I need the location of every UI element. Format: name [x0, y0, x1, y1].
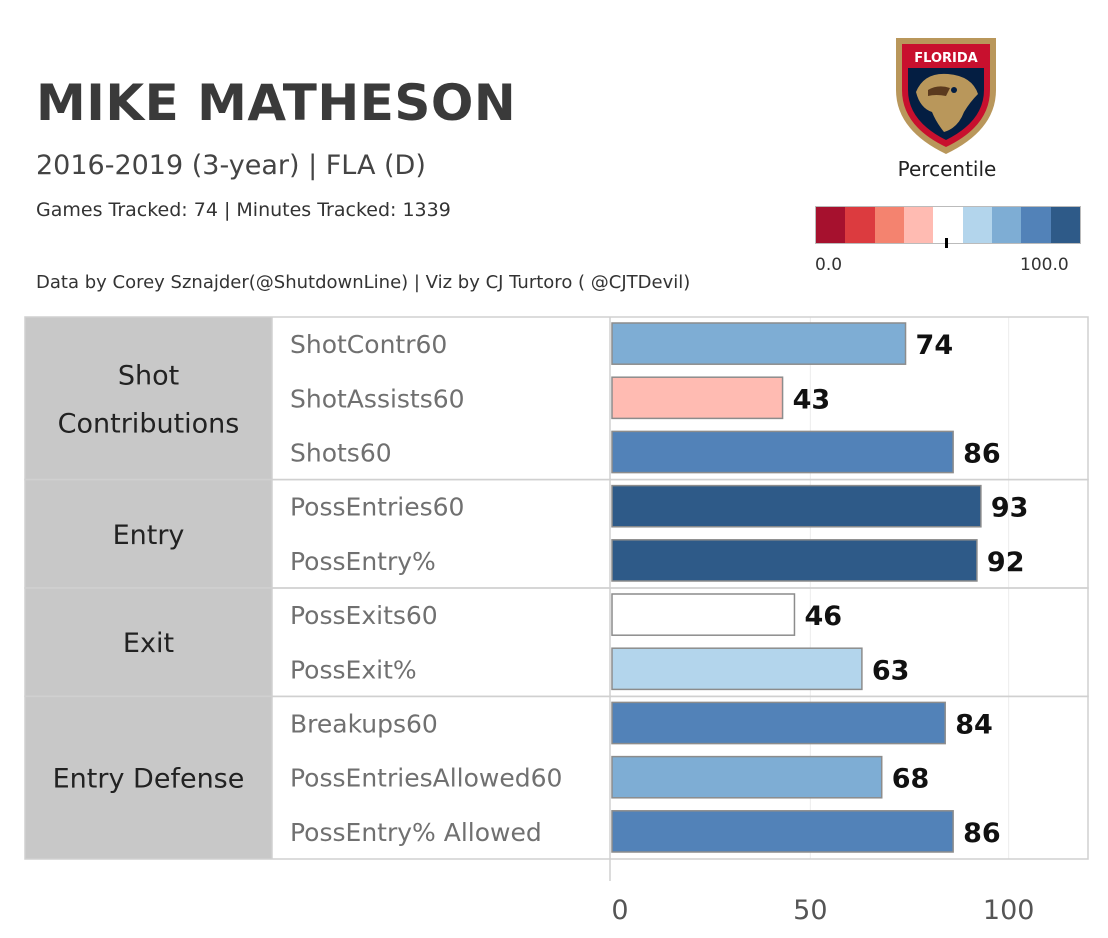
x-tick-label: 50 — [793, 895, 827, 926]
bar — [611, 701, 946, 745]
bar — [611, 376, 784, 420]
credit-line: Data by Corey Sznajder(@ShutdownLine) | … — [36, 272, 691, 293]
bar — [611, 430, 954, 474]
value-label: 92 — [987, 547, 1025, 578]
category-cell — [25, 588, 272, 697]
legend-swatch — [1050, 207, 1080, 243]
legend-max-label: 100.0 — [1020, 255, 1069, 275]
bar — [611, 810, 954, 853]
metric-label: PossEntry% Allowed — [290, 818, 542, 847]
bar — [611, 593, 796, 636]
legend-swatch — [874, 207, 904, 243]
value-label: 86 — [963, 439, 1001, 470]
metric-label: Breakups60 — [290, 710, 438, 739]
value-label: 68 — [892, 764, 930, 795]
legend-swatch — [1021, 207, 1051, 243]
value-label: 74 — [916, 330, 954, 361]
group-border — [24, 695, 1089, 860]
value-label: 86 — [963, 818, 1001, 849]
x-tick-label: 0 — [611, 895, 628, 926]
florida-panthers-logo-icon: FLORIDA — [896, 38, 996, 154]
metric-label: ShotContr60 — [290, 330, 447, 359]
category-label: Entry Defense — [53, 764, 245, 795]
category-label: Entry — [113, 520, 185, 551]
value-label: 46 — [804, 601, 842, 632]
category-label: Shot — [118, 360, 179, 391]
category-cell — [25, 479, 272, 588]
legend-swatch — [903, 207, 934, 243]
tracked-stats: Games Tracked: 74 | Minutes Tracked: 133… — [36, 199, 451, 221]
metric-label: PossEntriesAllowed60 — [290, 764, 562, 793]
bar — [611, 647, 863, 691]
value-label: 43 — [793, 384, 831, 415]
legend-min-label: 0.0 — [815, 255, 843, 275]
category-label: Contributions — [58, 408, 240, 439]
bar — [611, 539, 978, 582]
subtitle: 2016-2019 (3-year) | FLA (D) — [36, 150, 426, 181]
legend-swatch — [845, 207, 875, 243]
x-tick-label: 100 — [983, 895, 1035, 926]
percentile-color-scale — [815, 206, 1081, 244]
legend-swatch — [991, 207, 1022, 243]
category-cell — [25, 317, 272, 480]
legend-swatch — [962, 207, 992, 243]
metric-label: PossExit% — [290, 655, 417, 684]
legend-marker — [945, 238, 948, 248]
metric-label: Shots60 — [290, 439, 392, 468]
metric-label: PossExits60 — [290, 601, 438, 630]
category-cell — [25, 696, 272, 859]
value-label: 84 — [955, 710, 993, 741]
legend-swatch — [816, 207, 846, 243]
value-label: 63 — [872, 655, 910, 686]
bar — [611, 484, 982, 528]
metric-label: PossEntry% — [290, 547, 436, 576]
legend-title: Percentile — [897, 157, 997, 181]
bar — [611, 755, 883, 799]
value-label: 93 — [991, 493, 1029, 524]
page-title: MIKE MATHESON — [36, 74, 517, 132]
metric-label: ShotAssists60 — [290, 384, 465, 413]
category-label: Exit — [123, 628, 174, 659]
logo-text: FLORIDA — [914, 51, 977, 66]
bar — [611, 322, 907, 365]
legend-swatch — [933, 207, 963, 243]
metric-label: PossEntries60 — [290, 493, 464, 522]
